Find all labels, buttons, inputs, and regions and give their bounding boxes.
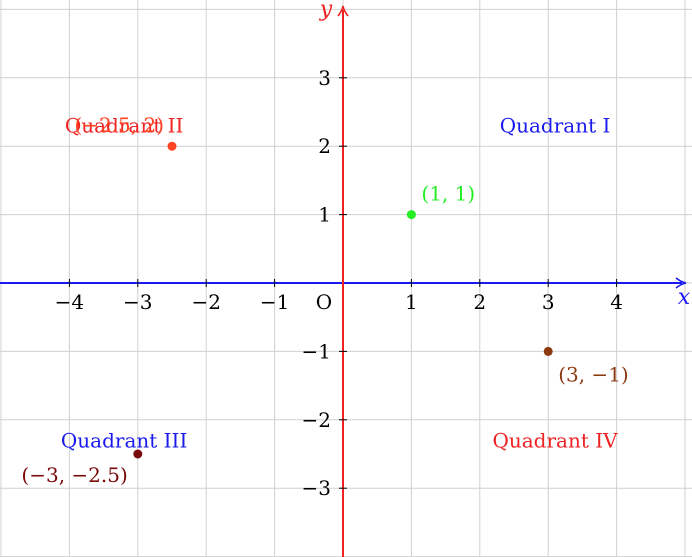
y-tick-label: −3	[302, 476, 331, 500]
quadrant-labels: Quadrant I Quadrant II Quadrant III Quadran…	[61, 114, 618, 453]
y-tick-label: 1	[318, 203, 331, 227]
x-tick-label: 3	[542, 290, 555, 314]
data-point	[133, 449, 143, 459]
x-axis-arrow	[675, 277, 687, 289]
tick-labels: −4 −3 −2 −1 1 2 3 4 3 2 1 −1 −2 −3 O	[55, 66, 623, 500]
quadrant-label: Quadrant IV	[492, 428, 618, 452]
x-tick-label: 4	[610, 290, 623, 314]
quadrant-label: Quadrant I	[500, 114, 611, 138]
x-tick-label: −4	[55, 290, 84, 314]
x-tick-label: −3	[123, 290, 152, 314]
y-tick-label: −1	[302, 339, 331, 363]
y-tick-label: 2	[318, 134, 331, 158]
y-axis-label: y	[319, 0, 333, 22]
data-point-label: (3, −1)	[558, 362, 629, 386]
x-tick-label: 1	[405, 290, 418, 314]
data-point	[543, 346, 553, 356]
data-points: (1, 1) (−2.5, 2) (−3, −2.5) (3, −1)	[21, 113, 628, 487]
y-tick-label: −2	[302, 408, 331, 432]
quadrant-label: Quadrant III	[61, 428, 187, 452]
x-axis-label: x	[678, 285, 691, 310]
data-point	[406, 210, 416, 220]
data-point-label: (−3, −2.5)	[21, 463, 127, 487]
origin-label: O	[316, 290, 332, 314]
data-point-label: (−2.5, 2)	[74, 113, 164, 137]
y-axis-arrow	[337, 5, 349, 17]
x-tick-label: −1	[260, 290, 289, 314]
y-tick-label: 3	[318, 66, 331, 90]
x-tick-label: 2	[473, 290, 486, 314]
data-point	[167, 141, 177, 151]
quadrant-label: Quadrant II	[65, 114, 184, 138]
x-tick-label: −2	[191, 290, 220, 314]
data-point-label: (1, 1)	[421, 182, 475, 206]
